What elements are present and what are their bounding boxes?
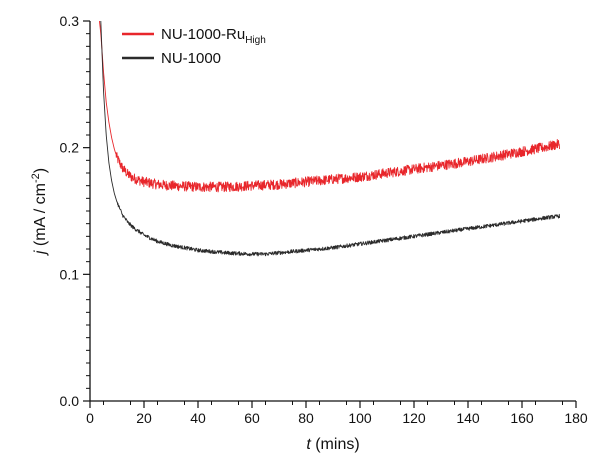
x-tick-label: 100 [348,410,372,426]
y-axis-title-superscript: -2 [30,173,42,183]
series-line-1 [100,20,561,257]
y-tick-label: 0.0 [60,393,80,409]
x-tick-label: 0 [86,410,94,426]
x-tick-label: 180 [564,410,588,426]
y-axis-ticks: 0.0 0.1 0.2 0.3 [60,13,90,409]
x-tick-label: 160 [510,410,534,426]
x-tick-label: 40 [190,410,206,426]
x-tick-label: 20 [136,410,152,426]
y-axis-title: j (mA / cm-2) [30,168,49,256]
x-tick-label: 140 [456,410,480,426]
series-line-0 [99,20,560,193]
legend-label-nu1000: NU-1000 [161,50,221,67]
x-tick-label: 80 [298,410,314,426]
legend-label-nu1000-ru: NU-1000-RuHigh [161,26,266,46]
y-tick-label: 0.2 [60,140,80,156]
legend-label-nu1000-ru-subscript: High [245,35,266,46]
x-axis-title: t (mins) [306,436,359,453]
x-tick-label: 60 [244,410,260,426]
series-layer [99,20,561,257]
legend: NU-1000-RuHigh NU-1000 [122,26,266,67]
x-axis-ticks: 0 20 40 60 80 100 120 140 160 180 [86,401,588,426]
y-tick-label: 0.3 [60,13,80,29]
y-tick-label: 0.1 [60,266,80,282]
x-tick-label: 120 [402,410,426,426]
